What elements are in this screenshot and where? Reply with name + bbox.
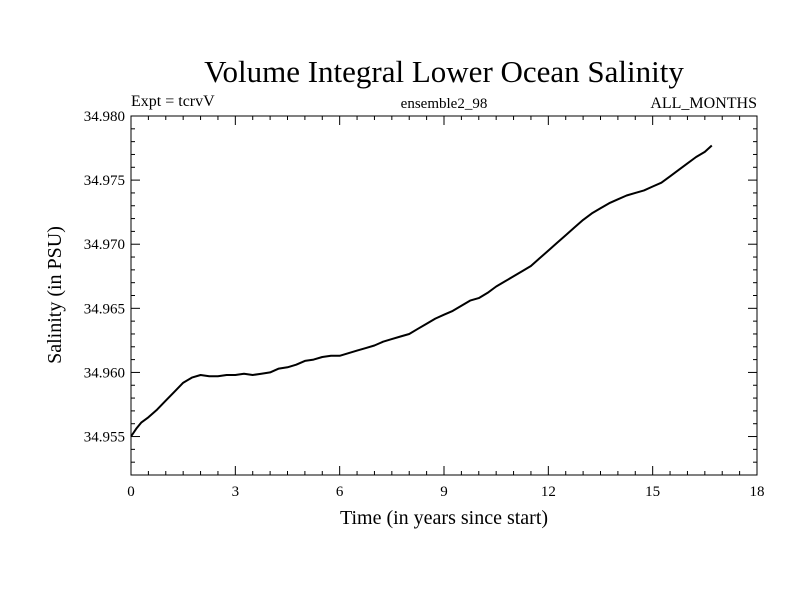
x-tick-label: 6	[336, 484, 344, 500]
x-axis-label: Time (in years since start)	[340, 507, 548, 529]
y-axis-label: Salinity (in PSU)	[44, 226, 66, 364]
y-tick-label: 34.980	[84, 109, 125, 125]
x-tick-label: 18	[750, 484, 765, 500]
y-tick-label: 34.955	[84, 430, 125, 446]
y-tick-label: 34.960	[84, 365, 125, 381]
subtitle-center: ensemble2_98	[401, 96, 488, 112]
series-line-salinity	[130, 144, 713, 438]
subtitle-right: ALL_MONTHS	[650, 95, 757, 112]
y-tick-label: 34.970	[84, 237, 125, 253]
plot-frame	[130, 115, 758, 476]
y-tick-label: 34.975	[84, 173, 125, 189]
x-tick-label: 15	[645, 484, 660, 500]
x-tick-label: 12	[541, 484, 556, 500]
y-tick-label: 34.965	[84, 301, 125, 317]
x-axis-tick-labels: 0 3 6 9 12 15 18	[127, 484, 764, 500]
y-axis-ticks	[131, 115, 757, 476]
y-axis-tick-labels: 34.955 34.960 34.965 34.970 34.975 34.980	[84, 109, 125, 446]
x-tick-label: 9	[440, 484, 448, 500]
x-axis-ticks	[130, 116, 758, 475]
chart-title: Volume Integral Lower Ocean Salinity	[204, 54, 684, 89]
x-tick-label: 3	[232, 484, 240, 500]
x-tick-label: 0	[127, 484, 135, 500]
subtitle-left: Expt = tcrvV	[131, 93, 215, 110]
